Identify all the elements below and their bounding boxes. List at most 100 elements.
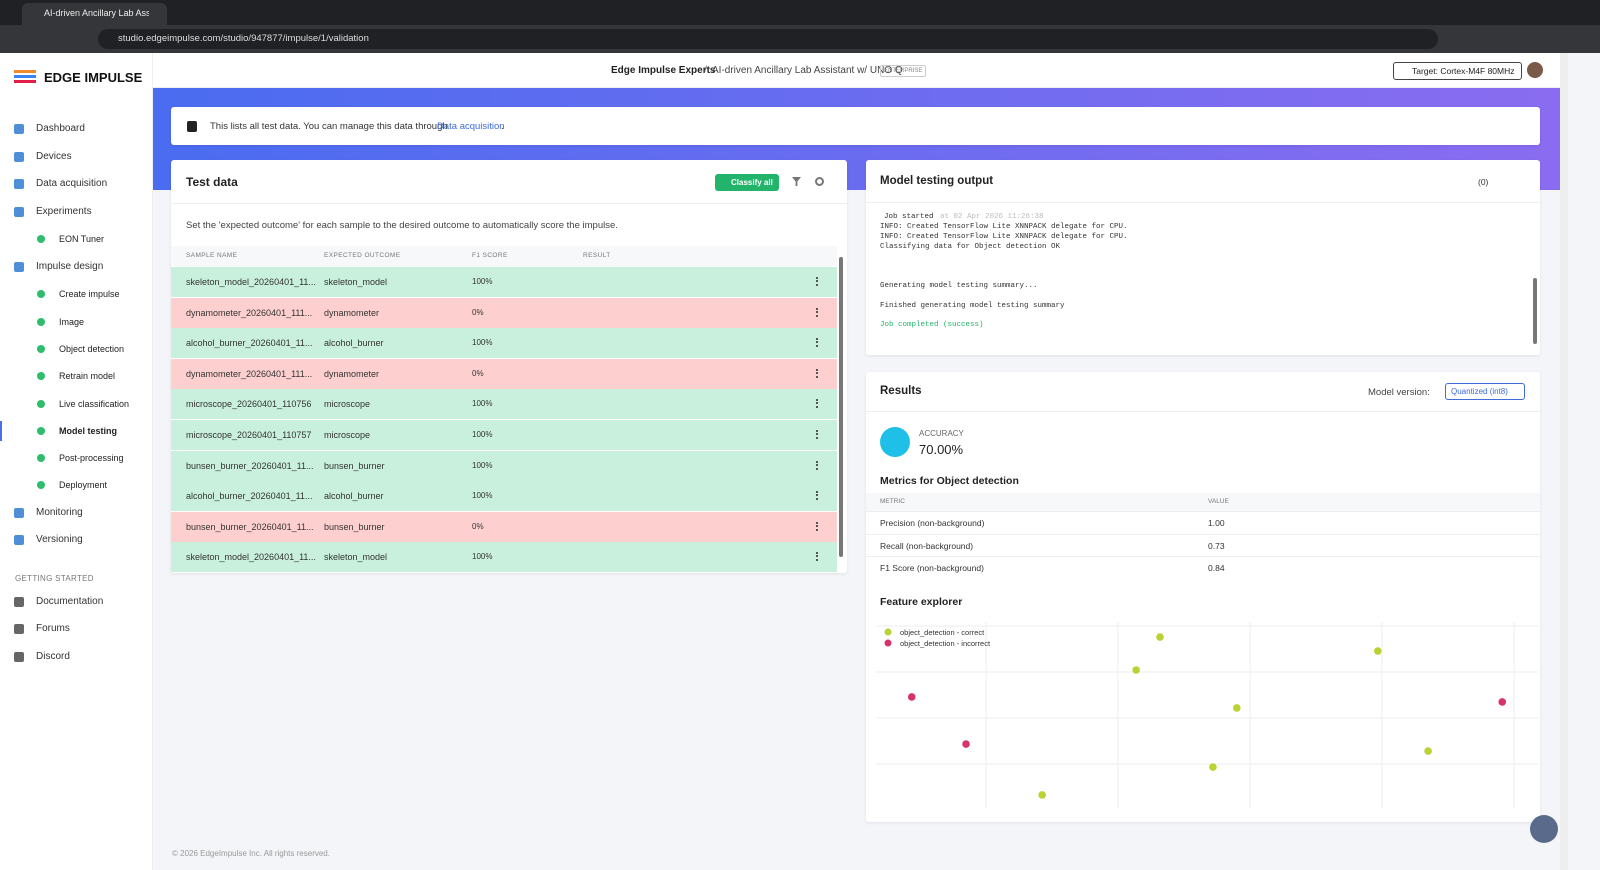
accuracy-value: 70.00% [919,442,964,457]
tab[interactable] [22,3,167,25]
nav-dot [37,290,45,299]
avatar [1527,62,1543,78]
info-banner: This lists all test data. You can manage… [171,107,1540,145]
breadcrumb-org[interactable]: Edge Impulse Experts [611,65,716,76]
metric-name: Precision (non-background) [880,518,985,528]
nav-subitem[interactable]: Create impulse [59,289,120,300]
help-button[interactable] [1530,815,1558,843]
nav-icon [14,596,24,607]
row-line [866,556,1540,557]
nav-dot [37,399,45,408]
logo-bar [14,75,36,78]
table-row[interactable]: alcohol_burner_20260401_11... alcohol_bur… [171,328,837,359]
table-row[interactable]: bunsen_burner_20260401_11... bunsen_burne… [171,511,837,542]
nav-section: GETTING STARTED [15,573,94,583]
cell: skeleton_model_20260401_11... [186,277,316,287]
divider [171,203,847,204]
row-menu[interactable] [816,491,818,501]
nav-link[interactable]: Discord [36,650,70,662]
data-point [1373,647,1382,655]
row-menu[interactable] [816,277,818,286]
data-point [907,693,916,701]
target-button[interactable]: Target: Cortex-M4F 80MHz [1393,62,1522,80]
filter-icon[interactable] [792,177,801,186]
column-header: VALUE [1208,498,1229,505]
check-icon [187,121,197,132]
row-menu[interactable] [816,460,818,470]
nav-item[interactable]: Experiments [36,205,92,217]
cell: 100% [472,460,493,470]
nav-item[interactable]: Versioning [36,534,83,546]
nav-subitem[interactable]: Image [59,316,85,327]
nav-item[interactable]: Data acquisition [36,178,108,190]
row-menu[interactable] [816,307,818,317]
cell: bunsen_burner [324,521,385,532]
cell: dynamometer [324,368,380,379]
row-menu[interactable] [816,552,818,562]
section-title: Metrics for Object detection [880,475,1019,487]
data-point [1156,633,1164,641]
nav-subitem[interactable]: Retrain model [59,371,116,382]
nav-icon [14,507,24,518]
nav-subitem[interactable]: EON Tuner [59,234,105,245]
cell: 100% [472,277,493,286]
nav-subitem[interactable]: Post-processing [59,453,124,464]
nav-dot [37,372,45,381]
url: studio.edgeimpulse.com/studio/947877/imp… [118,33,369,44]
nav-item[interactable]: Devices [36,150,72,162]
description: Set the 'expected outcome' for each samp… [186,220,618,231]
cell: bunsen_burner_20260401_11... [186,521,314,532]
nav-subitem[interactable]: Deployment [59,480,108,491]
model-version-select[interactable]: Quantized (int8) [1445,383,1525,400]
address-bar[interactable] [98,29,1438,49]
scrollbar [1560,53,1568,870]
table-row[interactable]: microscope_20260401_110756 microscope 100% [171,389,837,420]
sidebar [0,53,153,870]
row-menu[interactable] [816,338,818,348]
row-menu[interactable] [816,399,818,409]
row-menu[interactable] [816,368,818,378]
cell: 100% [472,491,493,501]
nav-item[interactable]: Dashboard [36,123,85,134]
nav-item[interactable]: Monitoring [36,506,83,518]
row-menu[interactable] [816,521,818,531]
classify-all-button[interactable]: Classify all [715,174,779,191]
nav-link[interactable]: Forums [36,623,70,635]
nav-dot [37,235,45,244]
nav-subitem[interactable]: Live classification [59,398,130,409]
nav-subitem[interactable]: Model testing [59,425,117,436]
table-row[interactable]: skeleton_model_20260401_11... skeleton_mo… [171,267,837,297]
cell: microscope [324,430,371,440]
nav-item[interactable]: Impulse design [36,260,104,272]
table-row[interactable]: dynamometer_20260401_111... dynamometer 0% [171,358,837,389]
cell: 100% [472,399,493,409]
data-point [1038,791,1046,799]
badge: ENTERPRISE [880,65,927,77]
table-row[interactable]: microscope_20260401_110757 microscope 100% [171,420,837,450]
accuracy-label: ACCURACY [919,429,964,438]
table-row[interactable]: alcohol_burner_20260401_11... alcohol_bur… [171,481,837,512]
table-row[interactable]: dynamometer_20260401_111... dynamometer 0% [171,297,837,328]
nav-link[interactable]: Documentation [36,595,104,607]
banner-link[interactable]: Data acquisition [437,121,505,132]
row-menu[interactable] [816,430,818,439]
settings-icon[interactable] [815,177,824,186]
notification-count[interactable]: (0) [1478,177,1489,187]
divider [866,411,1540,412]
nav-icon [14,624,24,635]
row-line [866,511,1540,512]
table-row[interactable]: skeleton_model_20260401_11... skeleton_mo… [171,542,837,573]
table-head [866,493,1540,511]
data-point [962,740,970,748]
cell: alcohol_burner_20260401_11... [186,338,313,349]
nav-dot [37,454,45,463]
nav-subitem[interactable]: Object detection [59,343,125,354]
cell: 100% [472,552,493,562]
table-row[interactable]: bunsen_burner_20260401_11... bunsen_burne… [171,450,837,481]
log-line: INFO: Created TensorFlow Lite XNNPACK de… [880,233,1128,241]
model-output-card: Model testing output (0) Job started at 02 … [866,160,1540,355]
footer: © 2026 EdgeImpulse Inc. All rights reser… [172,849,330,858]
cell: 0% [472,521,484,531]
cell: bunsen_burner_20260401_11... [186,460,314,471]
